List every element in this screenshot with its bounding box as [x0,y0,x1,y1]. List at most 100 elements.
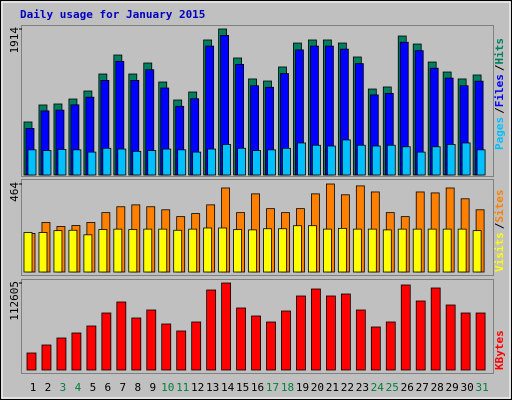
bar [308,225,317,273]
x-tick-label: 11 [176,381,189,394]
bar [311,288,321,371]
bar [42,150,52,176]
x-tick-label: 9 [149,381,156,394]
bar [71,332,82,371]
x-tick-label: 22 [341,381,354,394]
bar [113,228,123,273]
bar [252,150,261,176]
bar [282,147,291,176]
bar [147,150,157,176]
bar [278,228,287,273]
x-tick-label: 27 [416,381,429,394]
bar [445,304,456,371]
bar [281,310,291,371]
x-tick-label: 14 [221,381,235,394]
bar [356,144,366,176]
bar [38,232,48,273]
bar [188,228,198,273]
bar [263,228,272,273]
bar [371,145,381,176]
x-tick-label: 3 [60,381,67,394]
bar [312,144,321,176]
bar [325,295,336,371]
bar [461,142,471,176]
bar [352,228,362,273]
x-tick-label: 2 [45,381,52,394]
bar [233,229,242,273]
bar [337,227,347,273]
bar [355,309,366,371]
bar [53,230,63,273]
bar [416,151,426,176]
bar [326,145,336,176]
x-tick-label: 18 [281,381,294,394]
bar [56,337,67,371]
bar [237,147,246,176]
legend-entry: Hits [493,38,506,65]
bar [412,228,422,273]
x-tick-label: 28 [431,381,444,394]
bar [341,139,351,176]
bar [446,144,456,176]
bar [101,312,112,371]
bar [431,146,441,176]
bar [161,323,172,371]
chart-title: Daily usage for January 2015 [20,8,205,21]
bar [128,229,138,273]
bar [248,229,257,273]
bar [41,344,52,371]
bar [191,321,202,371]
bar [116,301,127,371]
y-tick-label: 112605 [8,281,21,321]
bar [143,228,153,273]
x-tick-label: 24 [371,381,385,394]
x-tick-label: 17 [266,381,279,394]
x-tick-label: 7 [120,381,127,394]
x-tick-label: 20 [311,381,324,394]
x-tick-label: 19 [296,381,309,394]
bar [457,228,467,273]
bar [386,144,396,176]
bar [98,229,108,273]
bar [83,234,93,273]
legend-entry: Visits [493,232,506,272]
x-tick-label: 5 [90,381,97,394]
bar [236,307,246,371]
bar [87,151,97,176]
bar [397,228,407,273]
x-tick-label: 29 [446,381,459,394]
bar [370,326,381,371]
bar [400,284,411,371]
legend-entry: KBytes [493,330,506,370]
bar [68,229,78,273]
x-tick-label: 13 [206,381,219,394]
bar [251,315,261,371]
bar [203,227,213,273]
bar [430,287,441,371]
bar [476,149,486,176]
bar [102,147,112,176]
legend-separator: / [493,222,506,229]
bar [460,312,471,371]
x-tick-label: 6 [105,381,112,394]
y-tick-label: 464 [8,182,21,202]
bar [221,282,232,371]
bar [173,229,183,273]
bar [57,149,67,176]
legend: Visits /Sites [493,190,506,273]
bar [442,228,452,273]
x-tick-label: 16 [251,381,264,394]
legend-entry: Files [493,74,506,107]
bar [132,150,142,176]
bar [218,227,228,273]
bar [131,317,142,371]
legend: KBytes [493,330,506,370]
x-tick-label: 15 [236,381,249,394]
x-tick-label: 12 [191,381,204,394]
bar [176,330,187,371]
bar [472,230,482,273]
bar [207,148,217,176]
legend-separator: / [493,107,506,114]
